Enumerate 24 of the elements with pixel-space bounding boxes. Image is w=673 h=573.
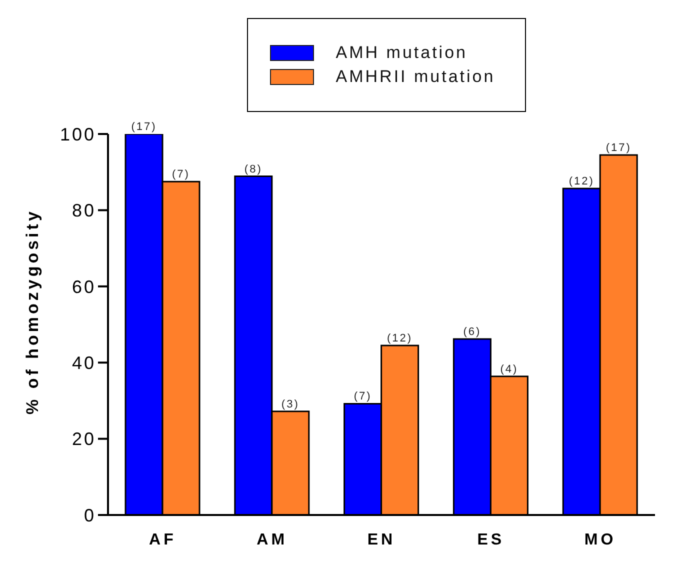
annotation: (17) [606, 142, 632, 154]
y-tick-label: 20 [72, 429, 96, 450]
annotation: (7) [172, 168, 190, 181]
y-tick-label: 100 [60, 124, 96, 144]
annotation: (8) [244, 163, 262, 176]
annotation: (7) [354, 390, 372, 403]
x-tick-label: AM [256, 531, 288, 548]
x-tick-label: ES [477, 531, 505, 548]
y-tick-label: 60 [72, 276, 96, 297]
y-tick-label: 40 [72, 352, 96, 373]
annotation: (3) [281, 398, 300, 410]
x-tick-label: MO [584, 531, 616, 548]
y-axis-title: % of homozygosity [23, 208, 42, 414]
y-tick-label: 0 [84, 505, 96, 526]
annotation: (6) [463, 326, 482, 338]
annotation: (12) [568, 175, 594, 188]
x-tick-label: AF [149, 531, 176, 548]
y-tick-label: 80 [72, 200, 96, 221]
x-tick-label: EN [367, 531, 396, 548]
legend-label: AMHRII mutation [336, 67, 496, 87]
annotation: (12) [387, 332, 413, 344]
legend-label: AMH mutation [336, 43, 468, 63]
annotation: (17) [131, 121, 157, 133]
annotation: (4) [500, 363, 518, 376]
